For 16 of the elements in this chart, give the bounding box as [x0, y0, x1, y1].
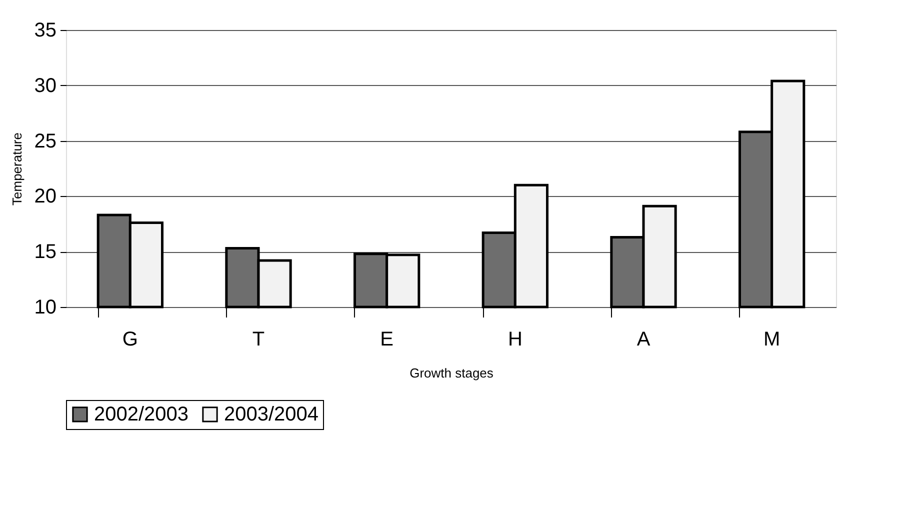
- y-tick-label: 35: [34, 20, 56, 42]
- x-tick-label: A: [636, 328, 651, 350]
- y-tick-label: 25: [34, 130, 56, 152]
- x-tick-label: H: [508, 328, 522, 350]
- x-tick-label: T: [252, 328, 265, 350]
- y-tick-label: 10: [34, 296, 56, 318]
- x-tick-label: M: [763, 328, 780, 350]
- x-tick-label: E: [380, 328, 394, 350]
- y-tick-label: 20: [34, 186, 56, 208]
- y-tick-label: 30: [34, 74, 56, 97]
- y-tick-label: 15: [34, 241, 56, 264]
- legend-label: 2003/2004: [224, 403, 319, 426]
- legend-label: 2002/2003: [94, 403, 189, 426]
- x-axis-title: Growth stages: [410, 366, 494, 380]
- x-tick-label: G: [122, 328, 138, 350]
- y-axis-title: Temperature: [9, 132, 24, 206]
